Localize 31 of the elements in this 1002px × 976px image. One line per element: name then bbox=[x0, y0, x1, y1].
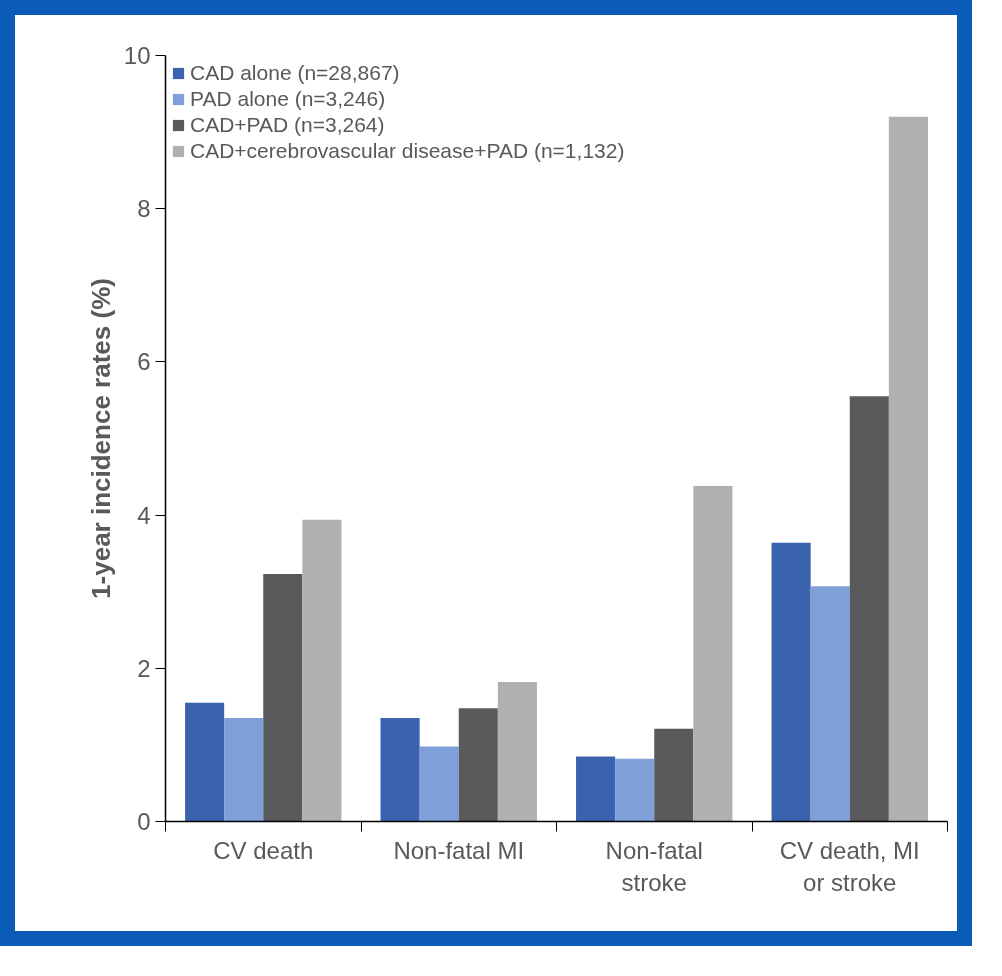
y-tick-label: 0 bbox=[137, 808, 151, 835]
bar bbox=[380, 718, 420, 822]
x-tick-label: CV death bbox=[213, 836, 314, 864]
x-tick-label: Non-fatal stroke bbox=[605, 836, 703, 896]
legend-label: CAD alone (n=28,867) bbox=[190, 61, 400, 85]
bar bbox=[849, 396, 889, 822]
bar bbox=[263, 574, 303, 822]
bar bbox=[302, 519, 342, 822]
bar bbox=[693, 485, 733, 822]
bar bbox=[185, 702, 225, 822]
bar bbox=[576, 756, 616, 822]
bar bbox=[771, 542, 811, 822]
legend-label: PAD alone (n=3,246) bbox=[190, 87, 386, 111]
bar bbox=[615, 758, 655, 822]
y-tick-label: 6 bbox=[137, 348, 151, 376]
x-tick-label: CV death, MI or stroke bbox=[779, 836, 920, 896]
bar bbox=[497, 682, 537, 822]
y-tick-label: 4 bbox=[137, 501, 151, 529]
bar bbox=[810, 586, 850, 822]
bar bbox=[654, 728, 694, 822]
bar bbox=[458, 708, 498, 822]
y-tick-label: 8 bbox=[137, 195, 151, 223]
bar bbox=[224, 718, 264, 822]
y-tick-label: 2 bbox=[137, 654, 151, 682]
x-tick-label: Non-fatal MI bbox=[393, 836, 525, 864]
y-tick-label: 10 bbox=[123, 42, 151, 69]
bar bbox=[888, 116, 928, 822]
legend-label: CAD+PAD (n=3,264) bbox=[190, 113, 385, 137]
bar bbox=[419, 746, 459, 822]
legend-label: CAD+cerebrovascular disease+PAD (n=1,132) bbox=[190, 139, 625, 163]
y-axis-title: 1-year incidence rates (%) bbox=[85, 278, 116, 599]
